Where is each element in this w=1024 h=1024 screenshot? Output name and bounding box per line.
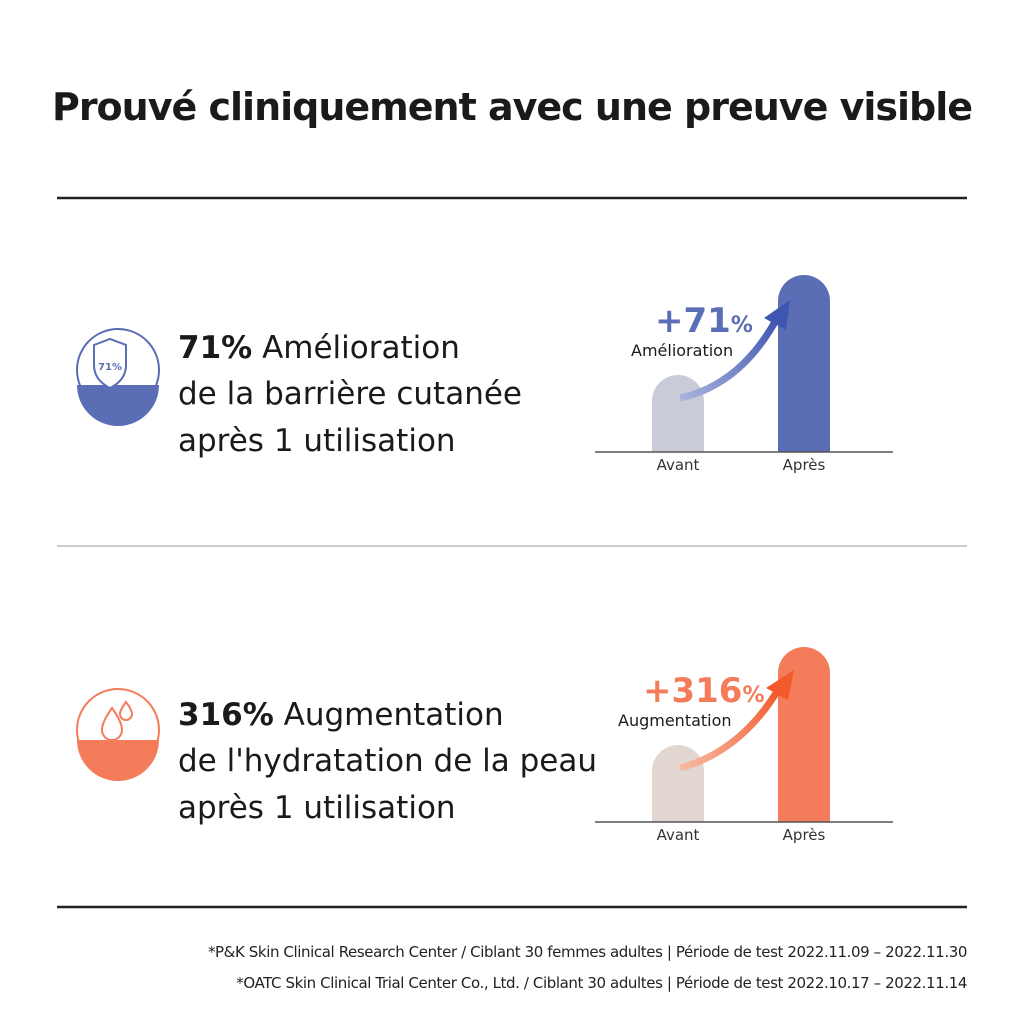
headline: 316% Augmentation xyxy=(178,697,504,733)
change-value: +71 xyxy=(655,301,731,341)
headline-word: Augmentation xyxy=(284,697,504,733)
change: +316% xyxy=(643,671,765,711)
category: Avant xyxy=(657,456,700,474)
icon-label: 71% xyxy=(98,362,122,373)
change-unit: % xyxy=(742,683,764,708)
line: après 1 utilisation xyxy=(178,790,456,826)
line: après 1 utilisation xyxy=(178,423,456,459)
bar-before xyxy=(652,375,704,452)
headline-word: Amélioration xyxy=(262,330,460,366)
chart-2: +316% Augmentation Avant Après xyxy=(595,647,893,844)
category: Avant xyxy=(657,826,700,844)
footnote: *P&K Skin Clinical Research Center / Cib… xyxy=(208,943,967,961)
arrow xyxy=(679,688,781,772)
change-unit: % xyxy=(731,313,753,338)
chart-label: Augmentation xyxy=(618,711,732,730)
highlight: 316% xyxy=(178,697,274,733)
highlight: 71% xyxy=(178,330,252,366)
arrow-head xyxy=(766,670,794,700)
title: Prouvé cliniquement avec une preuve visi… xyxy=(52,85,972,129)
bar-before xyxy=(652,745,704,822)
change-value: +316 xyxy=(643,671,742,711)
chart-label: Amélioration xyxy=(631,341,733,360)
headline: 71% Amélioration xyxy=(178,330,460,366)
change: +71% xyxy=(655,301,753,341)
bar-after xyxy=(778,275,830,452)
barrier-icon: 71% xyxy=(76,328,160,426)
arrow-head xyxy=(764,300,790,330)
category: Après xyxy=(783,826,826,844)
chart-1: +71% Amélioration Avant Après xyxy=(595,275,893,474)
footnote: *OATC Skin Clinical Trial Center Co., Lt… xyxy=(236,974,967,992)
arrow xyxy=(679,318,780,402)
hydration-icon xyxy=(76,688,160,781)
line: de la barrière cutanée xyxy=(178,376,522,412)
category: Après xyxy=(783,456,826,474)
bar-after xyxy=(778,647,830,822)
line: de l'hydratation de la peau xyxy=(178,743,597,779)
